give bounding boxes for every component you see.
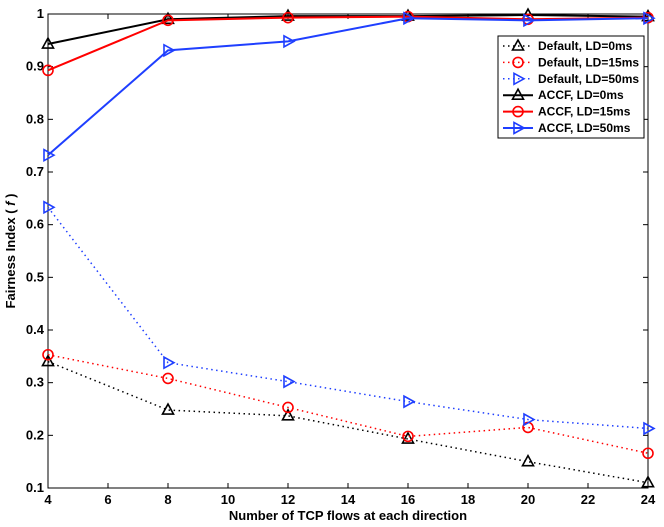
y-tick-label: 1 <box>37 6 44 21</box>
series-5 <box>43 11 656 162</box>
y-tick-label: 0.5 <box>26 269 44 284</box>
legend-item: Default, LD=50ms <box>503 72 639 86</box>
data-point <box>283 374 296 389</box>
legend-label: ACCF, LD=50ms <box>538 121 631 135</box>
x-tick-label: 18 <box>461 492 475 507</box>
data-point <box>283 34 296 49</box>
legend-item: ACCF, LD=0ms <box>503 87 624 102</box>
data-point <box>163 355 176 370</box>
data-point <box>523 13 536 28</box>
data-point <box>163 43 176 58</box>
x-tick-label: 24 <box>641 492 656 507</box>
series-layer <box>41 7 656 488</box>
legend-label: Default, LD=0ms <box>538 39 633 53</box>
series-line <box>47 17 649 156</box>
data-point <box>42 348 54 361</box>
y-tick-label: 0.3 <box>26 375 44 390</box>
series-3 <box>41 7 655 49</box>
data-point <box>403 11 416 26</box>
data-point <box>281 8 295 21</box>
x-tick-label: 14 <box>341 492 356 507</box>
data-point <box>281 408 295 421</box>
x-tick-label: 8 <box>164 492 171 507</box>
data-point <box>642 447 654 460</box>
data-point <box>643 421 656 436</box>
y-tick-label: 0.1 <box>26 480 44 495</box>
x-tick-label: 16 <box>401 492 415 507</box>
series-line <box>47 354 649 454</box>
data-point <box>641 475 655 488</box>
legend-marker <box>511 38 525 51</box>
legend-marker <box>512 105 524 118</box>
legend-item: ACCF, LD=15ms <box>503 105 631 119</box>
data-point <box>401 8 415 21</box>
series-line <box>47 360 649 484</box>
legend-label: ACCF, LD=15ms <box>538 105 631 119</box>
legend-marker <box>513 121 526 135</box>
data-point <box>161 11 175 25</box>
data-point <box>161 402 175 415</box>
data-point <box>42 64 54 77</box>
series-0 <box>41 353 655 488</box>
legend-item: Default, LD=0ms <box>503 38 633 53</box>
y-tick-label: 0.8 <box>26 111 44 126</box>
legend-label: Default, LD=50ms <box>538 72 639 86</box>
legend-label: ACCF, LD=0ms <box>538 88 624 102</box>
data-point <box>643 11 656 26</box>
data-point <box>403 394 416 409</box>
y-tick-label: 0.2 <box>26 427 44 442</box>
series-2 <box>43 200 656 436</box>
series-line <box>47 206 649 430</box>
legend: Default, LD=0ms Default, LD=15ms Default, … <box>497 35 645 139</box>
x-tick-label: 4 <box>44 492 52 507</box>
y-axis-label: Fairness Index ( f ) <box>3 194 18 309</box>
data-point <box>402 430 414 443</box>
x-tick-label: 22 <box>581 492 595 507</box>
legend-marker <box>513 71 526 86</box>
data-point <box>43 200 56 215</box>
legend-item: ACCF, LD=50ms <box>503 121 631 135</box>
data-point <box>523 412 536 427</box>
data-point <box>521 454 535 467</box>
data-point <box>41 36 55 49</box>
y-tick-label: 0.6 <box>26 217 44 232</box>
series-line <box>47 14 649 45</box>
x-axis-label: Number of TCP flows at each direction <box>229 508 467 523</box>
legend-marker <box>512 56 524 69</box>
data-point <box>282 11 294 24</box>
data-point <box>282 401 294 414</box>
data-point <box>43 148 56 162</box>
x-tick-label: 12 <box>281 492 295 507</box>
legend-item: Default, LD=15ms <box>503 55 639 69</box>
data-point <box>162 372 174 385</box>
data-point <box>401 431 415 444</box>
legend-box <box>497 35 645 139</box>
x-tick-label: 10 <box>221 492 235 507</box>
x-tick-label: 6 <box>104 492 111 507</box>
axis-ticks: 4 6 8 10 12 14 16 18 20 22 24 0.1 0.2 0.3 0.4 0.5 0.6 0.7… <box>26 6 656 507</box>
data-point <box>162 14 174 27</box>
y-tick-label: 0.7 <box>26 164 44 179</box>
y-tick-label: 0.4 <box>26 322 45 337</box>
x-tick-label: 20 <box>521 492 535 507</box>
data-point <box>41 353 55 367</box>
legend-marker <box>511 87 525 100</box>
legend-label: Default, LD=15ms <box>538 55 639 69</box>
y-tick-label: 0.9 <box>26 59 44 74</box>
